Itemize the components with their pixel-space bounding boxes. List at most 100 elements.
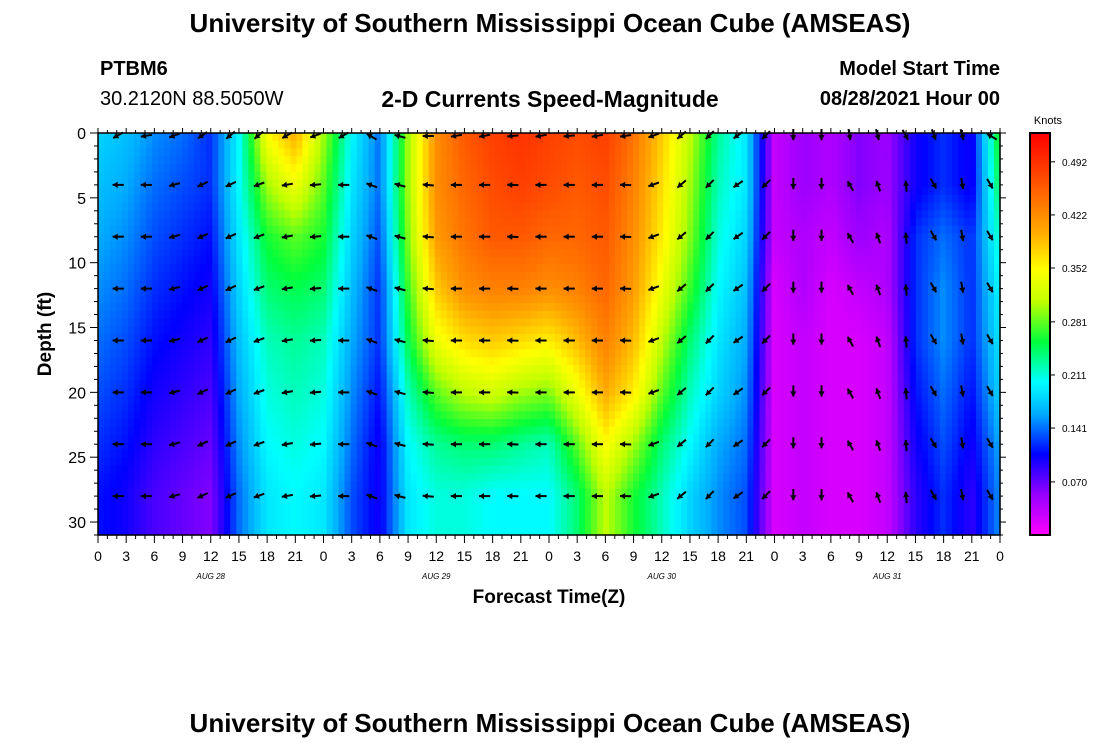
heatmap-cell — [506, 218, 514, 227]
heatmap-cell — [122, 241, 129, 250]
heatmap-cell — [969, 156, 977, 165]
heatmap-cell — [735, 380, 743, 389]
heatmap-cell — [897, 295, 905, 304]
heatmap-cell — [945, 202, 953, 211]
heatmap-cell — [561, 372, 568, 381]
heatmap-cell — [416, 372, 424, 381]
heatmap-cell — [440, 326, 448, 335]
heatmap-cell — [302, 364, 310, 374]
heatmap-cell — [939, 364, 947, 374]
heatmap-cell — [494, 156, 502, 165]
heatmap-cell — [741, 287, 749, 296]
heatmap-cell — [597, 241, 604, 250]
heatmap-cell — [182, 380, 189, 389]
heatmap-cell — [182, 218, 189, 227]
heatmap-cell — [735, 202, 743, 211]
heatmap-cell — [236, 241, 243, 250]
heatmap-cell — [326, 334, 334, 343]
heatmap-cell — [176, 233, 183, 242]
heatmap-cell — [549, 303, 556, 312]
heatmap-cell — [302, 357, 310, 366]
heatmap-cell — [164, 140, 171, 150]
heatmap-cell — [110, 187, 117, 196]
heatmap-cell — [819, 156, 827, 165]
heatmap-cell — [188, 241, 195, 250]
heatmap-cell — [170, 140, 177, 150]
heatmap-cell — [825, 171, 833, 180]
heatmap-cell — [669, 272, 676, 281]
heatmap-cell — [891, 364, 899, 374]
heatmap-cell — [867, 326, 875, 335]
heatmap-cell — [843, 218, 851, 227]
heatmap-cell — [789, 310, 797, 320]
heatmap-cell — [891, 163, 899, 173]
heatmap-cell — [897, 148, 905, 157]
heatmap-cell — [861, 210, 869, 219]
heatmap-cell — [825, 148, 833, 157]
heatmap-cell — [831, 310, 839, 320]
heatmap-cell — [512, 241, 520, 250]
heatmap-cell — [530, 295, 538, 304]
heatmap-cell — [314, 349, 322, 358]
heatmap-cell — [494, 264, 502, 273]
heatmap-cell — [849, 218, 857, 227]
heatmap-cell — [633, 233, 640, 242]
heatmap-cell — [987, 194, 995, 204]
heatmap-cell — [663, 341, 670, 351]
heatmap-cell — [561, 218, 568, 227]
heatmap-cell — [170, 287, 177, 296]
heatmap-cell — [591, 241, 598, 250]
heatmap-cell — [344, 372, 352, 381]
heatmap-cell — [542, 133, 550, 142]
heatmap-cell — [170, 194, 177, 204]
heatmap-cell — [621, 318, 628, 327]
heatmap-cell — [945, 233, 953, 242]
heatmap-cell — [615, 187, 622, 196]
heatmap-cell — [506, 279, 514, 289]
heatmap-cell — [380, 187, 388, 196]
heatmap-cell — [398, 171, 406, 180]
heatmap-cell — [404, 310, 412, 320]
heatmap-cell — [506, 156, 514, 165]
heatmap-cell — [933, 341, 941, 351]
heatmap-cell — [987, 248, 995, 258]
heatmap-cell — [404, 287, 412, 296]
heatmap-cell — [476, 341, 484, 351]
heatmap-cell — [663, 187, 670, 196]
heatmap-cell — [651, 279, 658, 289]
heatmap-cell — [819, 380, 827, 389]
heatmap-cell — [855, 241, 863, 250]
heatmap-cell — [843, 318, 851, 327]
heatmap-cell — [398, 341, 406, 351]
heatmap-cell — [470, 357, 478, 366]
heatmap-cell — [260, 248, 267, 258]
heatmap-cell — [374, 171, 382, 180]
heatmap-cell — [104, 241, 111, 250]
heatmap-cell — [915, 303, 923, 312]
heatmap-cell — [963, 334, 971, 343]
heatmap-cell — [825, 264, 833, 273]
heatmap-cell — [128, 241, 135, 250]
heatmap-cell — [272, 295, 279, 304]
heatmap-cell — [278, 380, 286, 389]
heatmap-cell — [669, 326, 676, 335]
heatmap-cell — [452, 140, 460, 150]
heatmap-cell — [104, 264, 111, 273]
heatmap-cell — [506, 256, 514, 266]
heatmap-cell — [777, 287, 785, 296]
heatmap-cell — [819, 187, 827, 196]
heatmap-cell — [921, 380, 929, 389]
heatmap-cell — [368, 310, 376, 320]
heatmap-cell — [891, 287, 899, 296]
heatmap-cell — [326, 357, 334, 366]
heatmap-cell — [482, 318, 490, 327]
heatmap-cell — [993, 148, 1001, 157]
heatmap-cell — [549, 202, 556, 211]
heatmap-cell — [957, 349, 965, 358]
heatmap-cell — [200, 202, 207, 211]
heatmap-cell — [627, 179, 634, 188]
heatmap-cell — [777, 326, 785, 335]
heatmap-cell — [795, 148, 803, 157]
heatmap-cell — [176, 318, 183, 327]
heatmap-cell — [206, 357, 213, 366]
